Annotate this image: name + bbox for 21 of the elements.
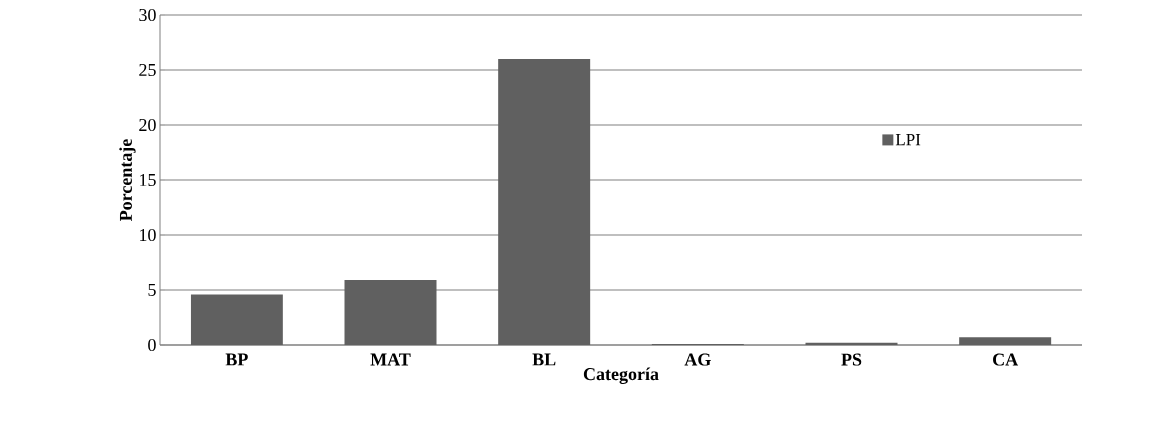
y-tick-label: 30 xyxy=(139,8,156,22)
y-tick-label: 5 xyxy=(148,284,156,296)
legend-label: LPI xyxy=(895,134,921,146)
y-axis-title: Porcentaje xyxy=(119,139,136,221)
y-tick-label: 15 xyxy=(140,173,156,187)
bar xyxy=(344,280,437,345)
y-tick-label: 10 xyxy=(140,228,156,242)
x-axis-title: Categoría xyxy=(583,367,659,384)
bar xyxy=(805,342,898,345)
bar xyxy=(498,59,591,345)
x-tick-label: PS xyxy=(841,353,862,366)
x-tick-label: BL xyxy=(532,353,556,366)
x-tick-label: BP xyxy=(225,353,248,366)
x-tick-label: MAT xyxy=(370,353,411,366)
bar xyxy=(959,337,1052,345)
y-tick-label: 0 xyxy=(148,338,156,352)
x-tick-label: CA xyxy=(993,353,1019,366)
y-tick-label: 20 xyxy=(139,118,156,132)
x-tick-label: AG xyxy=(684,353,711,366)
bar xyxy=(190,294,283,345)
y-tick-label: 25 xyxy=(139,63,156,77)
